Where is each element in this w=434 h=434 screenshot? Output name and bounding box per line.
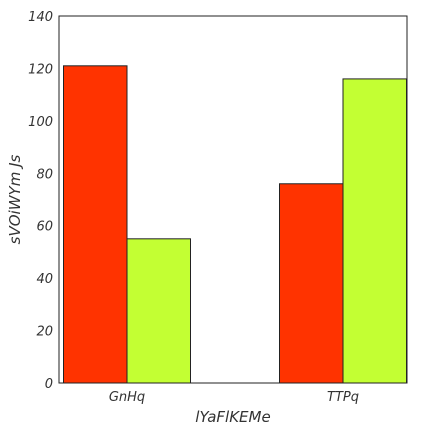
x-axis-ticks: GnHq TTPq bbox=[109, 390, 359, 405]
y-tick-label: 60 bbox=[36, 220, 53, 235]
bars-group bbox=[63, 65, 407, 384]
y-tick-label: 100 bbox=[28, 115, 53, 130]
bar-ttpq-series-1 bbox=[279, 183, 344, 384]
y-tick-label: 80 bbox=[36, 167, 53, 182]
x-axis-label: lYaFlKEMe bbox=[195, 408, 270, 426]
y-tick-label: 20 bbox=[36, 325, 53, 340]
bar-gnhq-series-2 bbox=[126, 238, 191, 384]
y-tick-label: 140 bbox=[28, 10, 53, 25]
y-tick-label: 0 bbox=[45, 377, 53, 392]
plot-frame bbox=[58, 15, 408, 384]
bar-gnhq-series-1 bbox=[63, 65, 128, 384]
y-tick-label: 40 bbox=[36, 272, 53, 287]
y-tick-label: 120 bbox=[28, 62, 53, 77]
y-axis-ticks: 0 20 40 60 80 100 120 140 bbox=[28, 10, 53, 392]
y-axis-label: sVOiWYm Js bbox=[6, 154, 24, 244]
bar-ttpq-series-2 bbox=[342, 78, 407, 384]
x-tick-label: GnHq bbox=[109, 390, 145, 405]
x-tick-label: TTPq bbox=[327, 390, 359, 405]
